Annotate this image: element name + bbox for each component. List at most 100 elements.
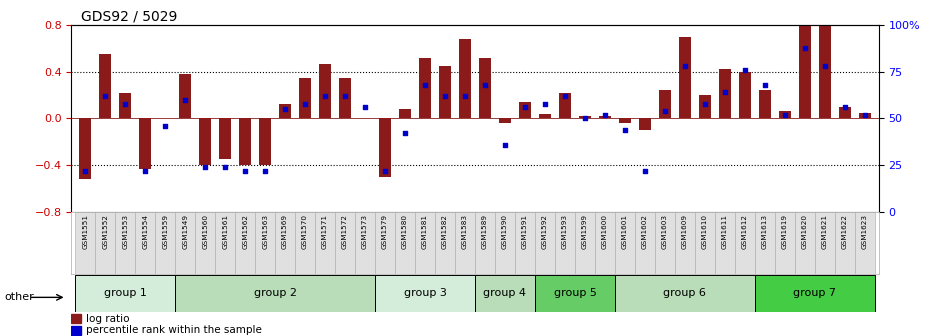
Point bbox=[277, 107, 293, 112]
Text: GSM1591: GSM1591 bbox=[522, 214, 528, 249]
Bar bbox=[295, 212, 315, 274]
Bar bbox=[755, 212, 775, 274]
Bar bbox=[539, 114, 551, 119]
Point bbox=[377, 168, 392, 173]
Bar bbox=[155, 212, 175, 274]
Bar bbox=[699, 95, 711, 119]
Point bbox=[817, 64, 832, 69]
Text: GSM1583: GSM1583 bbox=[462, 214, 468, 249]
Bar bbox=[759, 90, 770, 119]
Bar bbox=[575, 212, 595, 274]
Text: GSM1571: GSM1571 bbox=[322, 214, 328, 249]
Point bbox=[498, 142, 513, 147]
Text: GSM1610: GSM1610 bbox=[702, 214, 708, 249]
Bar bbox=[335, 212, 355, 274]
Bar bbox=[679, 37, 691, 119]
Text: GSM1554: GSM1554 bbox=[142, 214, 148, 249]
Point bbox=[837, 104, 852, 110]
Bar bbox=[859, 113, 871, 119]
Text: GSM1613: GSM1613 bbox=[762, 214, 768, 249]
Point bbox=[257, 168, 273, 173]
Point bbox=[178, 97, 193, 102]
Bar bbox=[819, 19, 831, 119]
Text: GSM1593: GSM1593 bbox=[562, 214, 568, 249]
Bar bbox=[635, 212, 655, 274]
Bar bbox=[375, 275, 475, 312]
Text: group 3: group 3 bbox=[404, 288, 446, 298]
Bar bbox=[115, 212, 135, 274]
Bar bbox=[855, 212, 875, 274]
Bar bbox=[379, 119, 391, 177]
Point bbox=[437, 93, 452, 99]
Bar bbox=[355, 212, 375, 274]
Bar bbox=[236, 212, 256, 274]
Point bbox=[198, 164, 213, 170]
Bar bbox=[559, 93, 571, 119]
Bar bbox=[495, 212, 515, 274]
Point bbox=[357, 104, 372, 110]
Text: group 2: group 2 bbox=[254, 288, 296, 298]
Bar bbox=[339, 78, 352, 119]
Bar bbox=[200, 119, 211, 165]
Point bbox=[78, 168, 93, 173]
Bar bbox=[279, 104, 291, 119]
Bar bbox=[615, 275, 755, 312]
Text: percentile rank within the sample: percentile rank within the sample bbox=[86, 325, 261, 335]
Bar bbox=[618, 119, 631, 123]
Text: GSM1589: GSM1589 bbox=[482, 214, 488, 249]
Point bbox=[697, 101, 712, 106]
Text: group 6: group 6 bbox=[663, 288, 706, 298]
Point bbox=[98, 93, 113, 99]
Bar bbox=[515, 212, 535, 274]
Text: GSM1599: GSM1599 bbox=[582, 214, 588, 249]
Text: group 5: group 5 bbox=[554, 288, 597, 298]
Bar bbox=[75, 275, 175, 312]
Text: group 7: group 7 bbox=[793, 288, 836, 298]
Bar bbox=[195, 212, 215, 274]
Bar bbox=[140, 119, 151, 169]
Bar bbox=[475, 212, 495, 274]
Point bbox=[757, 82, 772, 88]
Text: GSM1623: GSM1623 bbox=[862, 214, 867, 249]
Bar bbox=[799, 19, 810, 119]
Bar bbox=[674, 212, 694, 274]
Text: GSM1573: GSM1573 bbox=[362, 214, 368, 249]
Bar bbox=[435, 212, 455, 274]
Bar bbox=[499, 119, 511, 123]
Point bbox=[118, 101, 133, 106]
Point bbox=[337, 93, 352, 99]
Bar bbox=[535, 212, 555, 274]
Bar bbox=[475, 275, 535, 312]
Text: other: other bbox=[5, 292, 34, 302]
Bar bbox=[95, 212, 115, 274]
Bar bbox=[739, 72, 750, 119]
Point bbox=[578, 116, 593, 121]
Bar bbox=[135, 212, 155, 274]
Text: GDS92 / 5029: GDS92 / 5029 bbox=[81, 9, 177, 24]
Bar bbox=[519, 102, 531, 119]
Bar bbox=[719, 70, 731, 119]
Text: GSM1622: GSM1622 bbox=[842, 214, 847, 249]
Bar bbox=[79, 119, 91, 179]
Point bbox=[857, 112, 872, 117]
Bar bbox=[694, 212, 714, 274]
Bar bbox=[419, 58, 431, 119]
Bar bbox=[175, 212, 195, 274]
Text: GSM1549: GSM1549 bbox=[182, 214, 188, 249]
Bar bbox=[395, 212, 415, 274]
Bar bbox=[175, 275, 375, 312]
Bar bbox=[714, 212, 735, 274]
Text: group 1: group 1 bbox=[104, 288, 146, 298]
Text: GSM1609: GSM1609 bbox=[682, 214, 688, 249]
Bar bbox=[598, 116, 611, 119]
Bar bbox=[735, 212, 755, 274]
Bar bbox=[215, 212, 236, 274]
Text: log ratio: log ratio bbox=[86, 313, 129, 324]
Point bbox=[558, 93, 573, 99]
Bar bbox=[219, 119, 231, 159]
Text: GSM1561: GSM1561 bbox=[222, 214, 228, 249]
Bar bbox=[775, 212, 795, 274]
Bar bbox=[259, 119, 271, 165]
Bar bbox=[795, 212, 815, 274]
Text: GSM1563: GSM1563 bbox=[262, 214, 268, 249]
